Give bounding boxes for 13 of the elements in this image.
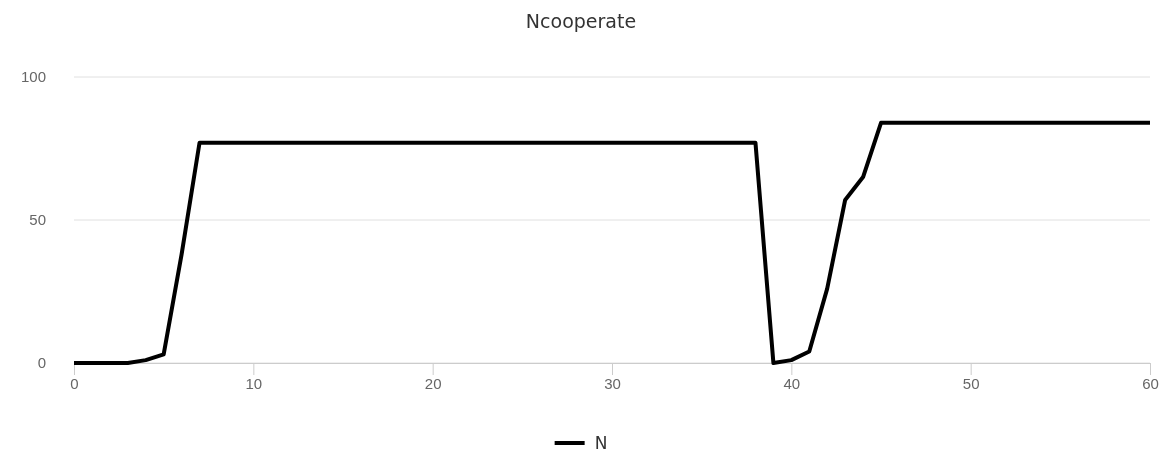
x-tick-label: 60: [1142, 374, 1159, 392]
x-tick-label: 30: [604, 374, 621, 392]
x-tick-label: 0: [70, 374, 79, 392]
chart-title: Ncooperate: [525, 10, 637, 32]
legend-label: N: [594, 433, 608, 453]
y-tick-label: 100: [20, 68, 46, 86]
y-tick-label: 50: [29, 211, 46, 229]
x-tick-label: 40: [783, 374, 801, 392]
y-tick-label: 0: [37, 354, 46, 372]
x-tick-label: 10: [245, 374, 263, 392]
line-series: [72, 120, 1152, 365]
x-tick-label: 20: [424, 374, 442, 392]
x-tick-label: 50: [962, 374, 980, 392]
